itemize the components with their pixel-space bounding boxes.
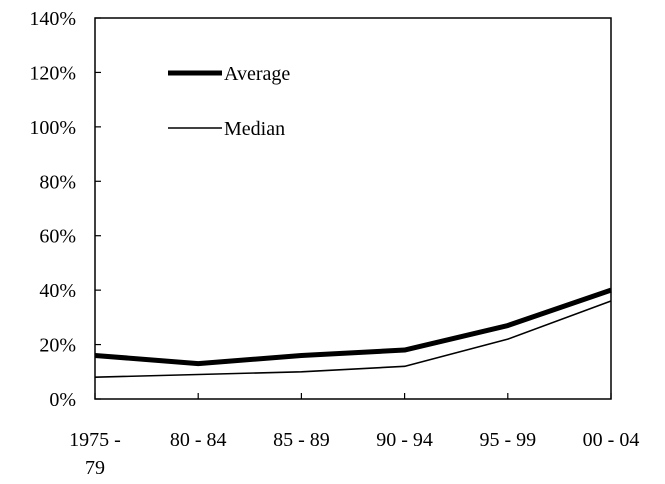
x-tick-label-line: 00 - 04 <box>583 429 640 451</box>
y-tick-label: 0% <box>49 389 76 411</box>
x-tick-label: 80 - 84 <box>170 429 227 451</box>
x-tick-label: 90 - 94 <box>376 429 433 451</box>
series-line-average <box>94 287 612 367</box>
x-tick-label-line: 85 - 89 <box>273 429 330 451</box>
series-layer <box>94 287 612 379</box>
x-tick-label-line: 79 <box>85 457 105 479</box>
y-tick-label: 100% <box>29 117 76 139</box>
x-tick-label: 85 - 89 <box>273 429 330 451</box>
x-tick-label-line: 1975 - <box>69 429 121 451</box>
x-tick-label: 95 - 99 <box>479 429 536 451</box>
series-line-median <box>94 300 612 379</box>
legend: Average Median <box>168 63 290 140</box>
y-tick-label: 140% <box>29 8 76 30</box>
x-axis-ticks: 1975 - 79 80 - 84 85 - 89 90 - 94 95 - 99 00 -… <box>69 393 639 479</box>
legend-label-median: Median <box>224 118 285 140</box>
y-tick-label: 40% <box>39 280 76 302</box>
x-tick-label-line: 95 - 99 <box>479 429 536 451</box>
y-tick-label: 20% <box>39 335 76 357</box>
y-tick-label: 80% <box>39 171 76 193</box>
plot-frame <box>94 17 612 400</box>
x-tick-label: 00 - 04 <box>583 429 640 451</box>
y-tick-label: 120% <box>29 62 76 84</box>
y-axis-ticks: 0% 20% 40% 60% 80% 100% 120% 140% <box>29 8 101 411</box>
y-tick-label: 60% <box>39 226 76 248</box>
legend-label-average: Average <box>224 63 290 85</box>
x-tick-label: 1975 - 79 <box>69 429 121 479</box>
x-tick-label-line: 90 - 94 <box>376 429 433 451</box>
x-tick-label-line: 80 - 84 <box>170 429 227 451</box>
